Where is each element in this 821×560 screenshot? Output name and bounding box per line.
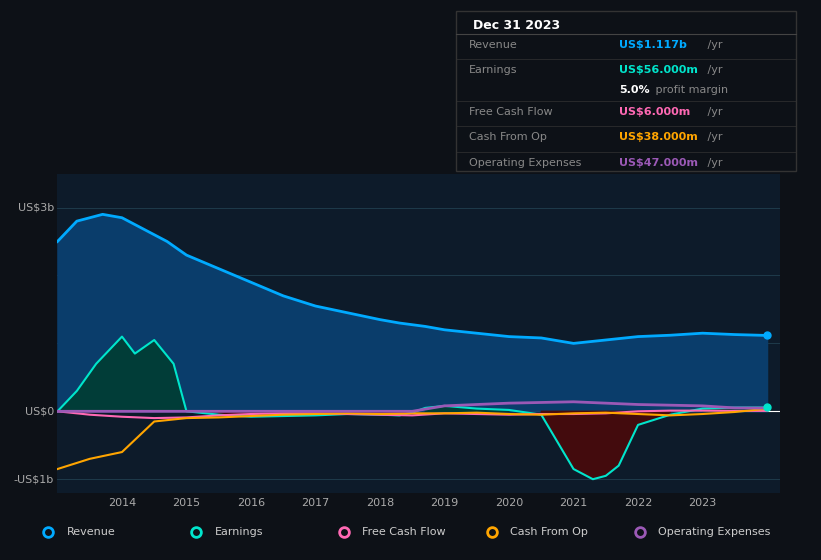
- Text: US$47.000m: US$47.000m: [619, 158, 698, 168]
- Text: Cash From Op: Cash From Op: [511, 527, 588, 537]
- Text: Revenue: Revenue: [67, 527, 116, 537]
- Text: Operating Expenses: Operating Expenses: [470, 158, 581, 168]
- Text: /yr: /yr: [704, 107, 722, 117]
- Text: Revenue: Revenue: [470, 40, 518, 50]
- Text: Cash From Op: Cash From Op: [470, 133, 547, 142]
- Text: US$56.000m: US$56.000m: [619, 66, 698, 76]
- Text: US$38.000m: US$38.000m: [619, 133, 698, 142]
- Text: /yr: /yr: [704, 40, 722, 50]
- Text: US$0: US$0: [25, 407, 54, 416]
- Text: US$1.117b: US$1.117b: [619, 40, 687, 50]
- Text: Operating Expenses: Operating Expenses: [658, 527, 770, 537]
- Text: profit margin: profit margin: [652, 85, 727, 95]
- Text: -US$1b: -US$1b: [14, 474, 54, 484]
- Text: /yr: /yr: [704, 66, 722, 76]
- Text: Earnings: Earnings: [215, 527, 264, 537]
- Text: Dec 31 2023: Dec 31 2023: [473, 19, 560, 32]
- Text: Free Cash Flow: Free Cash Flow: [363, 527, 446, 537]
- Text: Free Cash Flow: Free Cash Flow: [470, 107, 553, 117]
- Text: US$6.000m: US$6.000m: [619, 107, 690, 117]
- Text: US$3b: US$3b: [17, 203, 54, 213]
- Text: /yr: /yr: [704, 133, 722, 142]
- Text: /yr: /yr: [704, 158, 722, 168]
- Text: Earnings: Earnings: [470, 66, 518, 76]
- Text: 5.0%: 5.0%: [619, 85, 650, 95]
